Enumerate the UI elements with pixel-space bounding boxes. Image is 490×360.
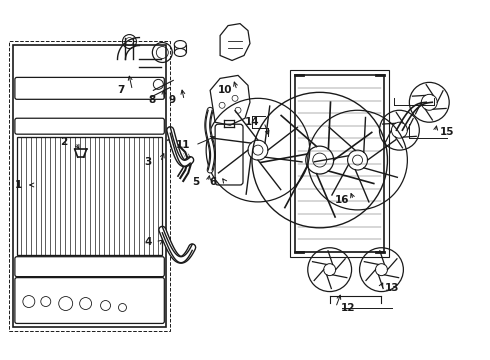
Bar xyxy=(9,41,171,332)
Text: 6: 6 xyxy=(210,177,217,187)
Text: 10: 10 xyxy=(218,85,232,95)
Text: 5: 5 xyxy=(193,177,200,187)
Bar xyxy=(290,71,390,257)
Text: 14: 14 xyxy=(245,117,259,127)
Text: 1: 1 xyxy=(15,180,23,190)
Text: 4: 4 xyxy=(145,237,152,247)
Text: 7: 7 xyxy=(117,85,124,95)
Bar xyxy=(13,45,166,328)
Text: 13: 13 xyxy=(385,283,400,293)
Text: 8: 8 xyxy=(149,95,156,105)
Text: 16: 16 xyxy=(334,195,349,205)
Text: 12: 12 xyxy=(341,302,355,312)
Text: 2: 2 xyxy=(60,137,67,147)
Bar xyxy=(17,137,162,255)
Text: 11: 11 xyxy=(176,140,191,150)
Text: 9: 9 xyxy=(169,95,176,105)
Text: 15: 15 xyxy=(440,127,454,137)
Bar xyxy=(295,75,385,252)
Text: 3: 3 xyxy=(145,157,152,167)
